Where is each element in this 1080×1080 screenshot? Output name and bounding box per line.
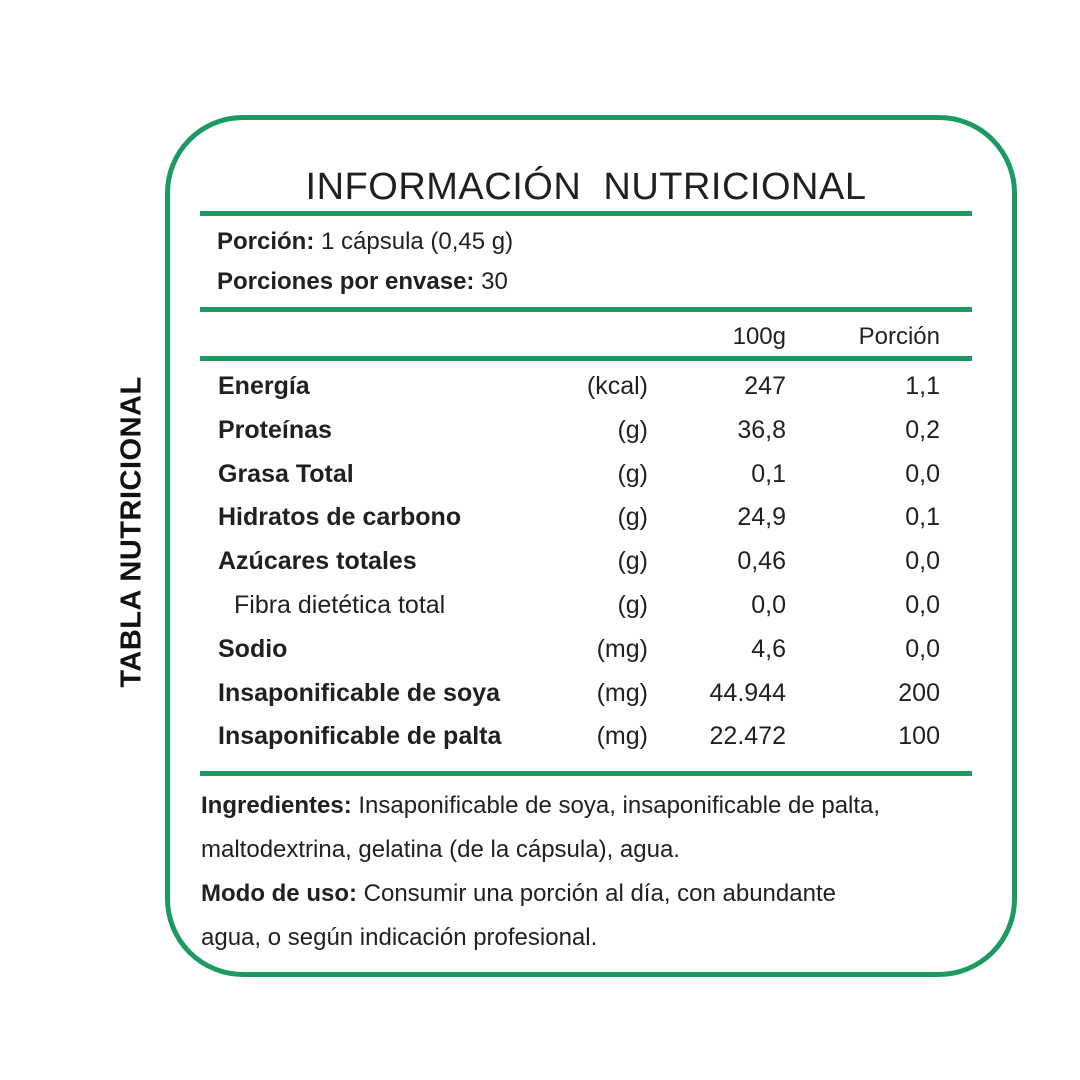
column-header-portion: Porción — [858, 323, 940, 350]
nutrient-value-100g: 0,0 — [751, 591, 786, 619]
usage-line-2: agua, o según indicación profesional. — [201, 924, 598, 951]
portion-line: Porción: 1 cápsula (0,45 g) — [217, 228, 513, 256]
nutrient-unit: (g) — [617, 547, 648, 576]
nutrient-row: Sodio (mg) 4,6 0,0 — [0, 635, 1080, 665]
nutrient-value-100g: 0,46 — [737, 547, 786, 576]
column-header-100g: 100g — [732, 323, 786, 350]
nutrient-row: Hidratos de carbono (g) 24,9 0,1 — [0, 503, 1080, 533]
usage-line-1: Modo de uso: Consumir una porción al día… — [201, 880, 836, 907]
nutrient-name: Proteínas — [218, 415, 332, 444]
nutrient-value-portion: 0,0 — [905, 591, 940, 619]
nutrient-name: Insaponificable de palta — [218, 722, 502, 751]
nutrient-value-portion: 0,0 — [905, 459, 940, 488]
nutrient-unit: (mg) — [596, 722, 648, 751]
nutrient-value-portion: 0,2 — [905, 415, 940, 444]
rule-under-column-headers — [200, 356, 972, 361]
nutrient-value-100g: 22.472 — [709, 722, 786, 751]
nutrient-value-portion: 200 — [898, 678, 940, 707]
nutrient-value-portion: 1,1 — [905, 372, 940, 400]
panel-title: INFORMACIÓN NUTRICIONAL — [305, 166, 867, 208]
portion-label: Porción: — [217, 228, 315, 255]
nutrient-unit: (g) — [617, 503, 648, 532]
nutrient-value-100g: 247 — [744, 372, 786, 400]
nutrient-row: Energía (kcal) 247 1,1 — [0, 372, 1080, 402]
ingredients-line-2: maltodextrina, gelatina (de la cápsula),… — [201, 836, 680, 863]
nutrition-panel-border — [165, 115, 1017, 977]
nutrient-row: Insaponificable de soya (mg) 44.944 200 — [0, 679, 1080, 709]
nutrient-value-100g: 0,1 — [751, 459, 786, 488]
rule-under-table — [200, 771, 972, 776]
nutrient-name: Azúcares totales — [218, 547, 417, 576]
rule-under-title — [200, 211, 972, 216]
ingredients-line-1: Ingredientes: Insaponificable de soya, i… — [201, 792, 881, 819]
nutrient-name: Grasa Total — [218, 459, 354, 488]
nutrient-unit: (mg) — [596, 678, 648, 707]
nutrient-name: Hidratos de carbono — [218, 503, 462, 532]
nutrient-row: Azúcares totales (g) 0,46 0,0 — [0, 547, 1080, 577]
usage-label: Modo de uso: — [201, 880, 357, 907]
nutrient-value-100g: 4,6 — [751, 634, 786, 663]
portion-value: 1 cápsula (0,45 g) — [314, 228, 514, 255]
nutrient-row: Proteínas (g) 36,8 0,2 — [0, 416, 1080, 446]
nutrient-value-portion: 0,0 — [905, 634, 940, 663]
nutrient-row: Grasa Total (g) 0,1 0,0 — [0, 460, 1080, 490]
nutrient-name: Fibra dietética total — [234, 591, 446, 619]
nutrient-value-portion: 0,0 — [905, 547, 940, 576]
nutrient-value-100g: 24,9 — [737, 503, 786, 532]
nutrient-unit: (kcal) — [586, 372, 648, 400]
nutrient-name: Sodio — [218, 634, 288, 663]
servings-line: Porciones por envase: 30 — [217, 268, 508, 296]
servings-value: 30 — [474, 268, 508, 295]
nutrient-name: Insaponificable de soya — [218, 678, 501, 707]
nutrient-row: Fibra dietética total (g) 0,0 0,0 — [0, 591, 1080, 621]
nutrient-unit: (g) — [617, 415, 648, 444]
ingredients-label: Ingredientes: — [201, 792, 352, 819]
nutrient-value-portion: 0,1 — [905, 503, 940, 532]
servings-label: Porciones por envase: — [217, 268, 475, 295]
nutrient-unit: (mg) — [596, 634, 648, 663]
nutrient-unit: (g) — [617, 591, 648, 619]
nutrient-name: Energía — [218, 372, 310, 400]
rule-under-servings — [200, 307, 972, 312]
nutrient-value-100g: 44.944 — [709, 678, 786, 707]
ingredients-block: Ingredientes: Insaponificable de soya, i… — [201, 784, 1001, 960]
nutrient-value-100g: 36,8 — [737, 415, 786, 444]
nutrient-row: Insaponificable de palta (mg) 22.472 100 — [0, 722, 1080, 752]
nutrient-unit: (g) — [617, 459, 648, 488]
nutrient-value-portion: 100 — [898, 722, 940, 751]
